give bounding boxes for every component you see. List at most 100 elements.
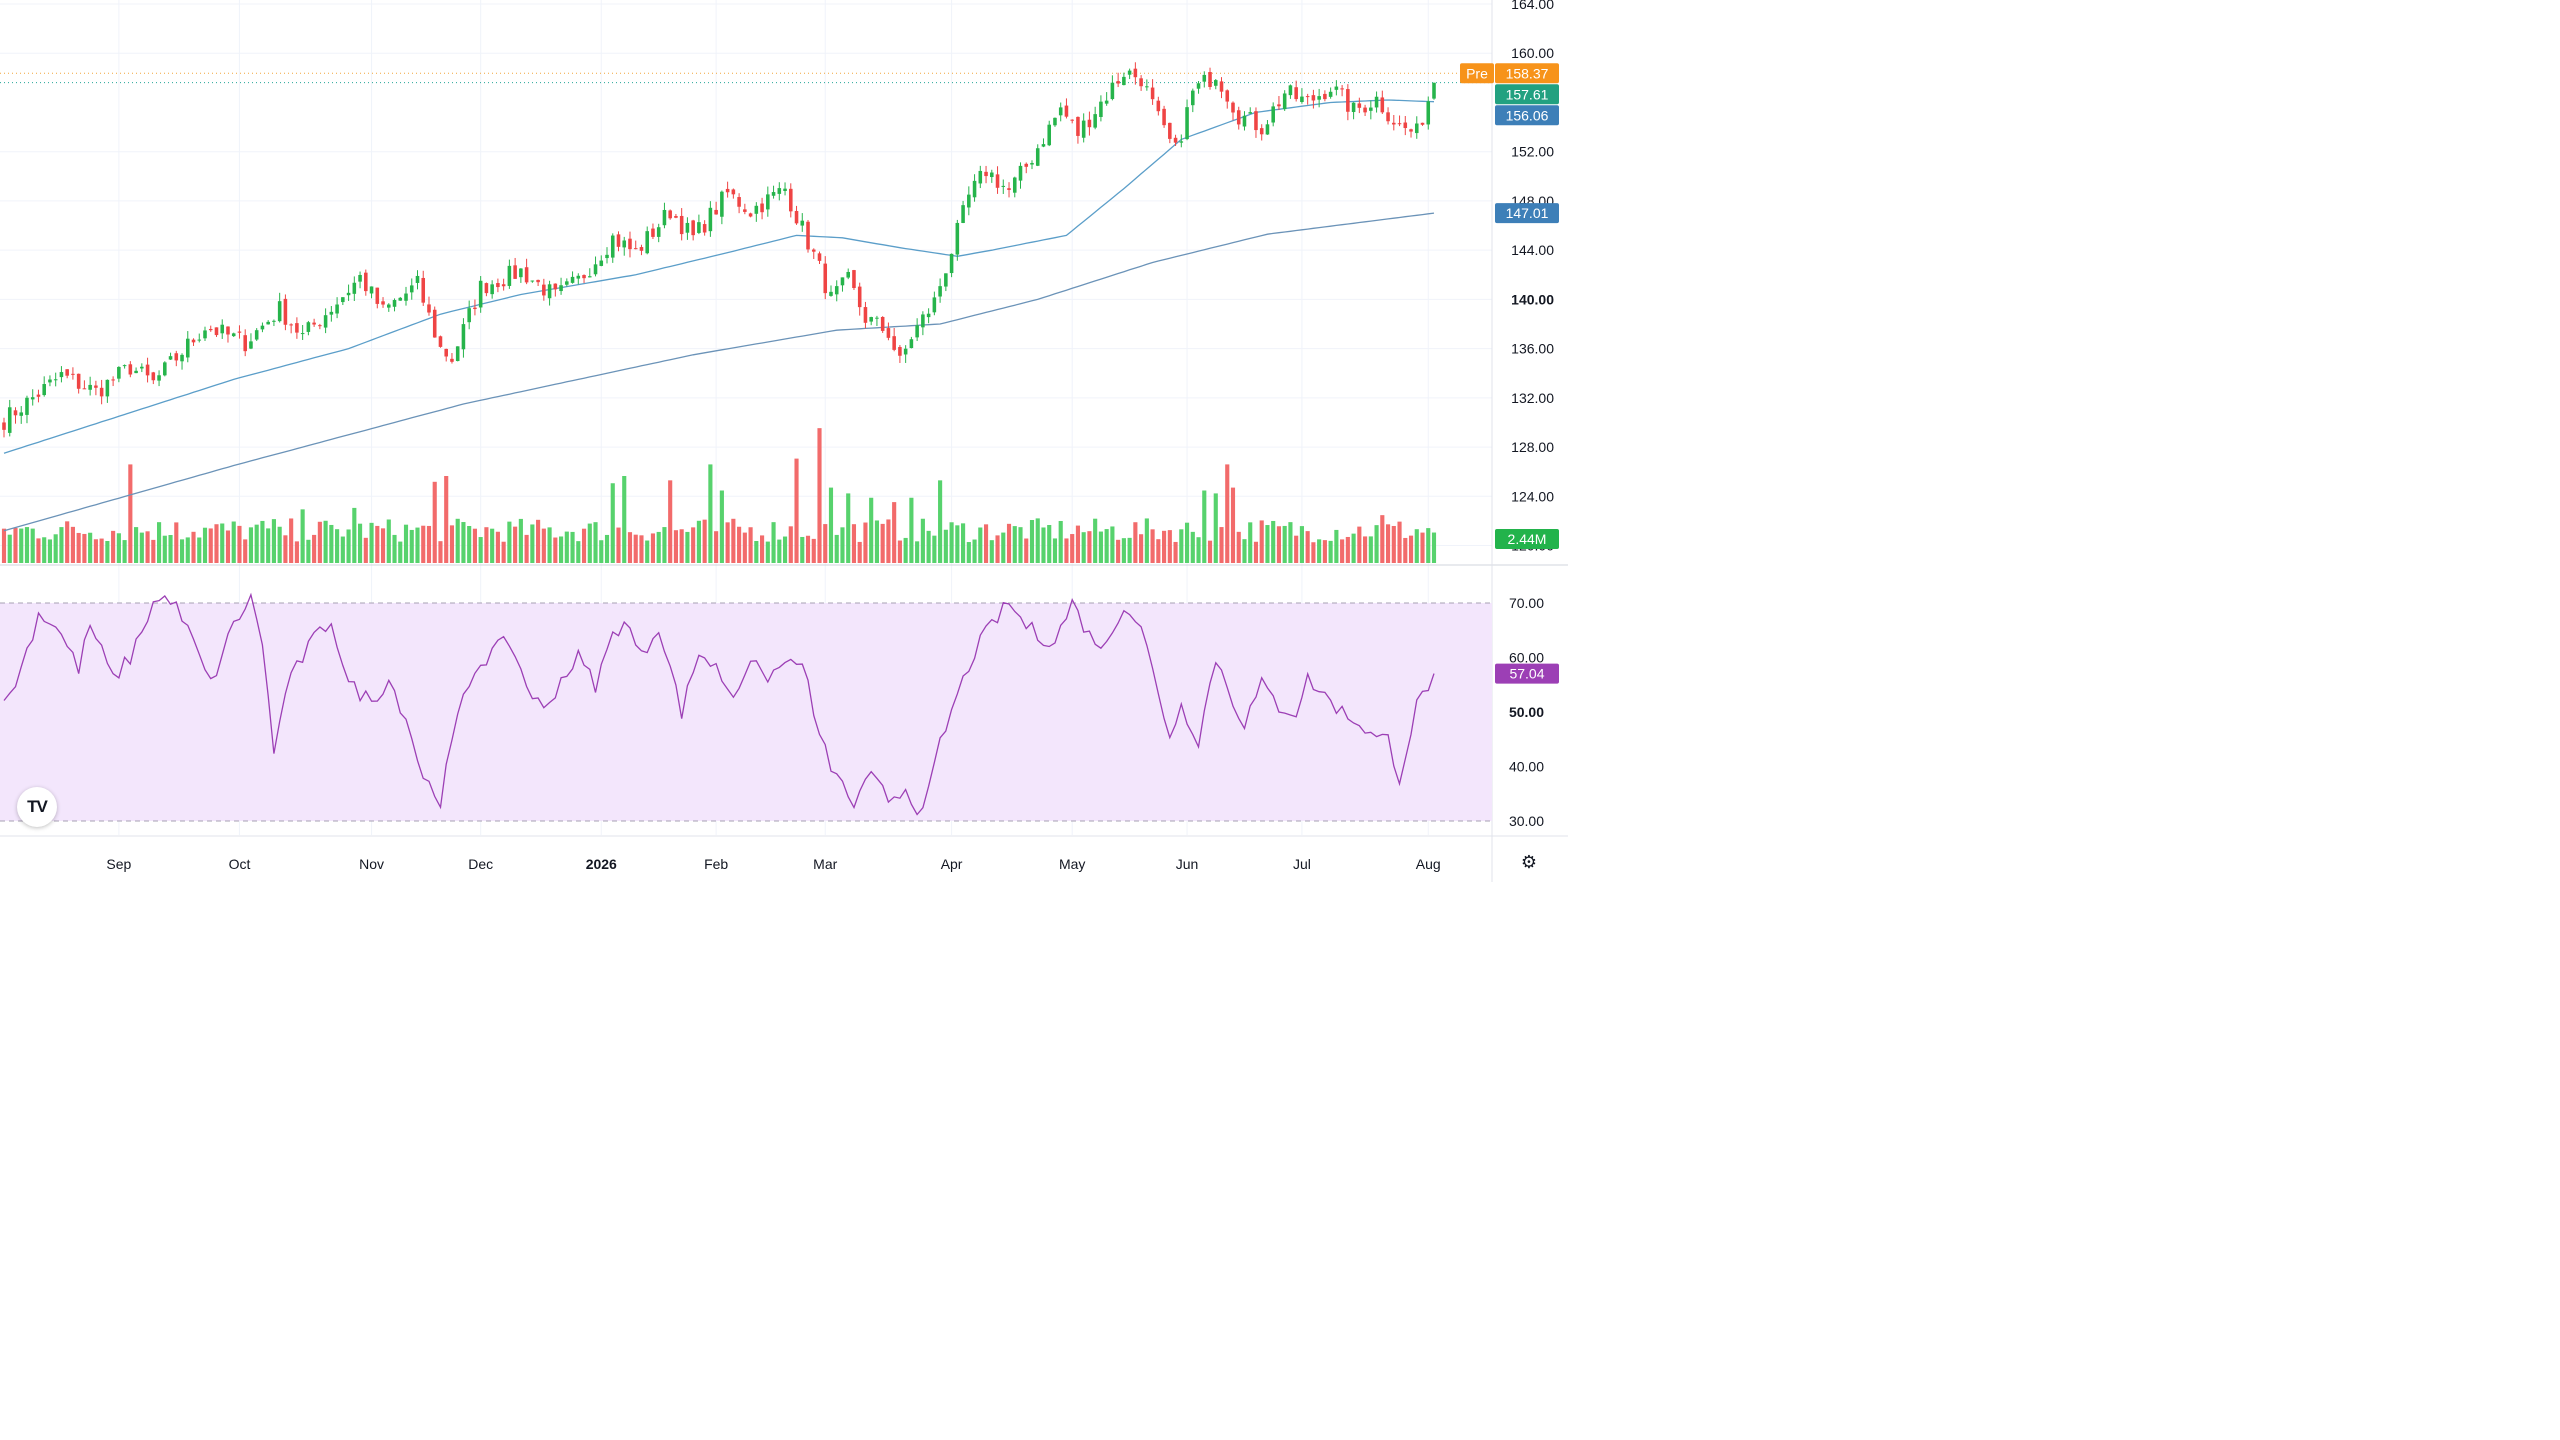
volume-bar <box>903 537 908 563</box>
time-axis[interactable]: Sep Oct Nov Dec 2026 Feb Mar Apr May Jun Jul Aug <box>106 856 1440 872</box>
candle <box>42 376 46 397</box>
candle-body <box>1202 74 1207 82</box>
tradingview-logo-icon[interactable]: TV <box>17 787 57 827</box>
price-axis[interactable]: 164.00160.00152.00148.00144.00140.00136.… <box>1511 0 1554 554</box>
volume-bar <box>1064 538 1069 563</box>
candle <box>949 253 954 278</box>
candle <box>846 268 850 280</box>
volume-bar <box>461 522 466 563</box>
candle <box>59 366 64 383</box>
badge-bg <box>1495 84 1559 105</box>
candle <box>277 292 282 323</box>
candle <box>1403 116 1408 136</box>
candle <box>266 320 270 325</box>
time-tick-label: Feb <box>704 856 728 872</box>
volume-bar <box>139 532 144 563</box>
candle <box>1179 134 1184 148</box>
candle-body <box>386 304 391 308</box>
candle <box>1076 116 1080 144</box>
candle-body <box>427 304 431 313</box>
volume-bar <box>823 524 828 563</box>
candle-body <box>829 291 833 296</box>
candle-body <box>13 410 18 416</box>
volume-bar <box>323 520 328 563</box>
candle <box>616 231 621 252</box>
candle-body <box>364 272 368 292</box>
candle-body <box>59 372 64 378</box>
candle-body <box>668 210 672 219</box>
price-tick-label: 124.00 <box>1511 488 1554 504</box>
candle <box>1409 128 1413 138</box>
candle <box>1248 107 1253 114</box>
candle-body <box>346 292 351 296</box>
volume-bar <box>1282 525 1287 563</box>
candle-body <box>358 274 362 282</box>
badge-text: 147.01 <box>1506 205 1549 221</box>
candle <box>628 231 632 258</box>
volume-bar <box>47 539 53 563</box>
time-tick-label: Mar <box>813 856 837 872</box>
chart-canvas[interactable]: 164.00160.00152.00148.00144.00140.00136.… <box>0 0 1568 882</box>
candle-body <box>1363 107 1367 113</box>
gear-icon[interactable]: ⚙ <box>1520 852 1538 873</box>
volume-bar <box>846 493 851 563</box>
volume-bar <box>800 536 805 563</box>
candle <box>134 367 138 374</box>
volume-bar <box>1150 529 1155 563</box>
volume-bar <box>220 523 225 563</box>
volume-bar <box>915 541 920 563</box>
volume-bar <box>972 539 977 563</box>
candle-body <box>289 324 293 326</box>
volume-bar <box>88 532 93 563</box>
volume-bar <box>685 531 690 563</box>
volume-bar <box>248 527 254 563</box>
candle <box>955 219 960 261</box>
rsi-axis[interactable]: 70.00 60.00 50.00 40.00 30.00 <box>1509 595 1544 829</box>
volume-bar <box>547 527 552 563</box>
volume-bar <box>36 538 41 563</box>
candle-body <box>381 301 385 305</box>
candle <box>364 269 368 296</box>
candle-body <box>174 353 179 361</box>
volume-bar <box>576 541 581 563</box>
candle <box>19 406 24 424</box>
volume-bar <box>553 537 558 563</box>
candle <box>1426 96 1431 130</box>
candle <box>467 300 471 330</box>
volume-bar <box>70 526 75 563</box>
price-tick-label: 152.00 <box>1511 144 1554 160</box>
candle <box>903 345 908 363</box>
candle <box>967 186 971 216</box>
candle-body <box>1420 122 1425 125</box>
candle <box>36 389 41 403</box>
volume-bar <box>702 519 707 563</box>
candle-body <box>944 273 948 287</box>
volume-bar <box>432 481 437 563</box>
volume-bar <box>1334 529 1339 563</box>
candle <box>1311 89 1316 109</box>
volume-bar <box>438 541 443 563</box>
volume-bar <box>920 518 925 563</box>
candle <box>800 213 805 232</box>
candle-body <box>329 311 334 315</box>
volume-bar <box>1018 527 1023 563</box>
candle-body <box>610 235 615 258</box>
candle <box>668 209 672 220</box>
volume-bar <box>116 533 121 563</box>
candle <box>1099 95 1103 122</box>
candle-body <box>1397 123 1402 125</box>
candle <box>754 202 759 222</box>
candle <box>639 244 644 256</box>
candle <box>197 333 202 343</box>
candle <box>1357 97 1362 114</box>
candle <box>231 332 236 338</box>
volume-bar <box>1317 539 1322 563</box>
candle-body <box>1225 90 1230 102</box>
candle-body <box>1139 78 1143 87</box>
candle-body <box>949 253 954 274</box>
candle <box>817 251 822 265</box>
candle-body <box>450 358 454 362</box>
candle-body <box>880 317 885 331</box>
volume-bar <box>811 538 816 563</box>
candle-body <box>633 248 638 250</box>
